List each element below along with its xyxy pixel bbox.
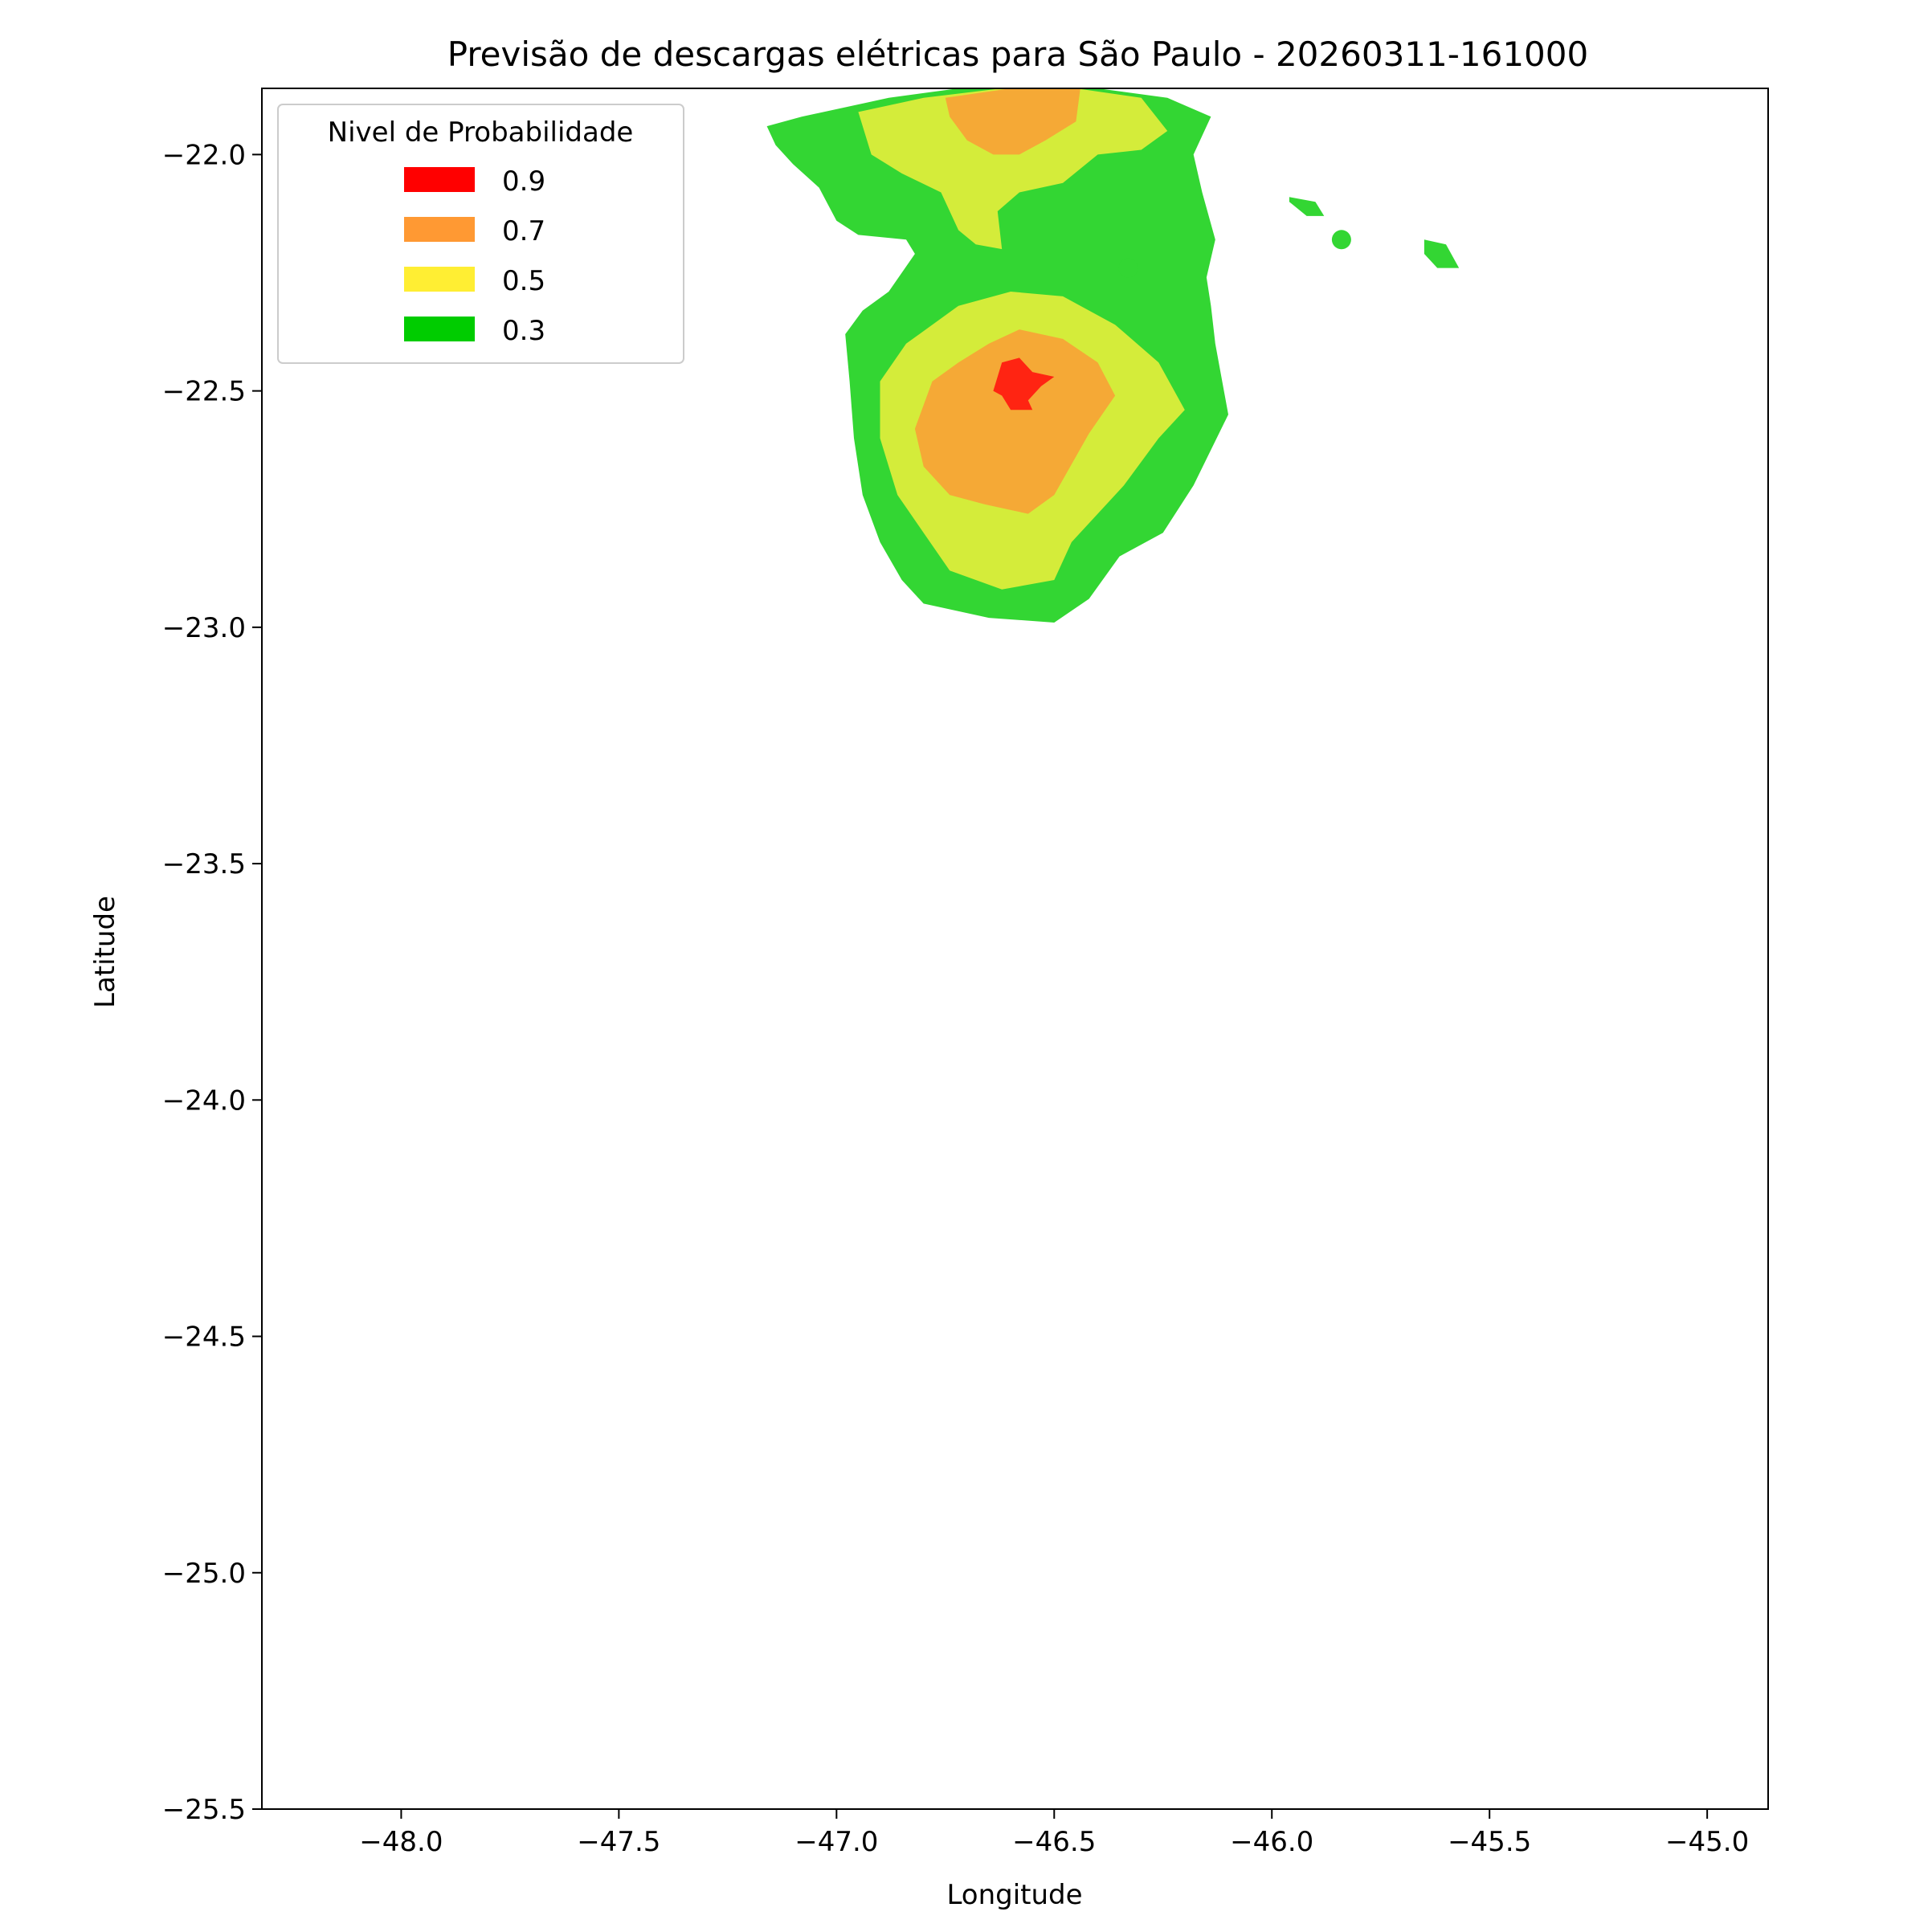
y-tick-label: −24.0 (162, 1084, 246, 1117)
contour-regions (766, 88, 1460, 623)
contour-region-north-core (945, 88, 1080, 155)
x-axis-ticks: −48.0 −47.5 −47.0 −46.5 −46.0 −45.5 −45.0 (359, 1809, 1749, 1858)
legend-swatch-0.9 (404, 167, 475, 192)
x-tick-label: −46.0 (1230, 1826, 1313, 1858)
legend-label-0.3: 0.3 (502, 315, 545, 347)
y-tick-label: −25.5 (162, 1794, 246, 1826)
x-tick-label: −47.5 (577, 1826, 660, 1858)
contour-region-islet-east-2 (1424, 239, 1460, 268)
y-tick-label: −22.0 (162, 139, 246, 171)
legend-swatch-0.5 (404, 267, 475, 292)
contour-region-north-band (858, 88, 1168, 250)
y-axis-label: Latitude (89, 896, 121, 1008)
x-tick-label: −45.0 (1665, 1826, 1749, 1858)
legend-label-0.7: 0.7 (502, 215, 545, 247)
legend-box (277, 104, 684, 364)
plot-frame (261, 88, 1769, 1810)
y-tick-label: −23.0 (162, 612, 246, 644)
x-tick-label: −45.5 (1448, 1826, 1531, 1858)
contour-spot-1 (1331, 230, 1351, 250)
contour-region-islet-east-1 (1289, 197, 1325, 216)
contour-region-peak (993, 357, 1055, 410)
y-tick-label: −25.0 (162, 1558, 246, 1590)
contour-region-south-core (914, 329, 1116, 514)
y-tick-label: −24.5 (162, 1321, 246, 1354)
x-tick-label: −47.0 (794, 1826, 878, 1858)
x-tick-label: −46.5 (1012, 1826, 1096, 1858)
y-axis-ticks: −22.0 −22.5 −23.0 −23.5 −24.0 −24.5 −25.0 −25.5 (162, 139, 262, 1826)
legend-label-0.5: 0.5 (502, 265, 545, 297)
legend: Nivel de Probabilidade 0.9 0.7 0.5 0.3 (277, 104, 684, 364)
legend-label-0.9: 0.9 (502, 165, 545, 198)
x-axis-label: Longitude (946, 1879, 1082, 1911)
y-tick-label: −22.5 (162, 376, 246, 408)
legend-title: Nivel de Probabilidade (328, 116, 634, 149)
chart-title: Previsão de descargas elétricas para São… (447, 35, 1588, 74)
contour-spot-2 (1118, 258, 1138, 278)
y-tick-label: −23.5 (162, 848, 246, 880)
legend-swatch-0.7 (404, 217, 475, 242)
x-tick-label: −48.0 (359, 1826, 443, 1858)
legend-swatch-0.3 (404, 317, 475, 341)
